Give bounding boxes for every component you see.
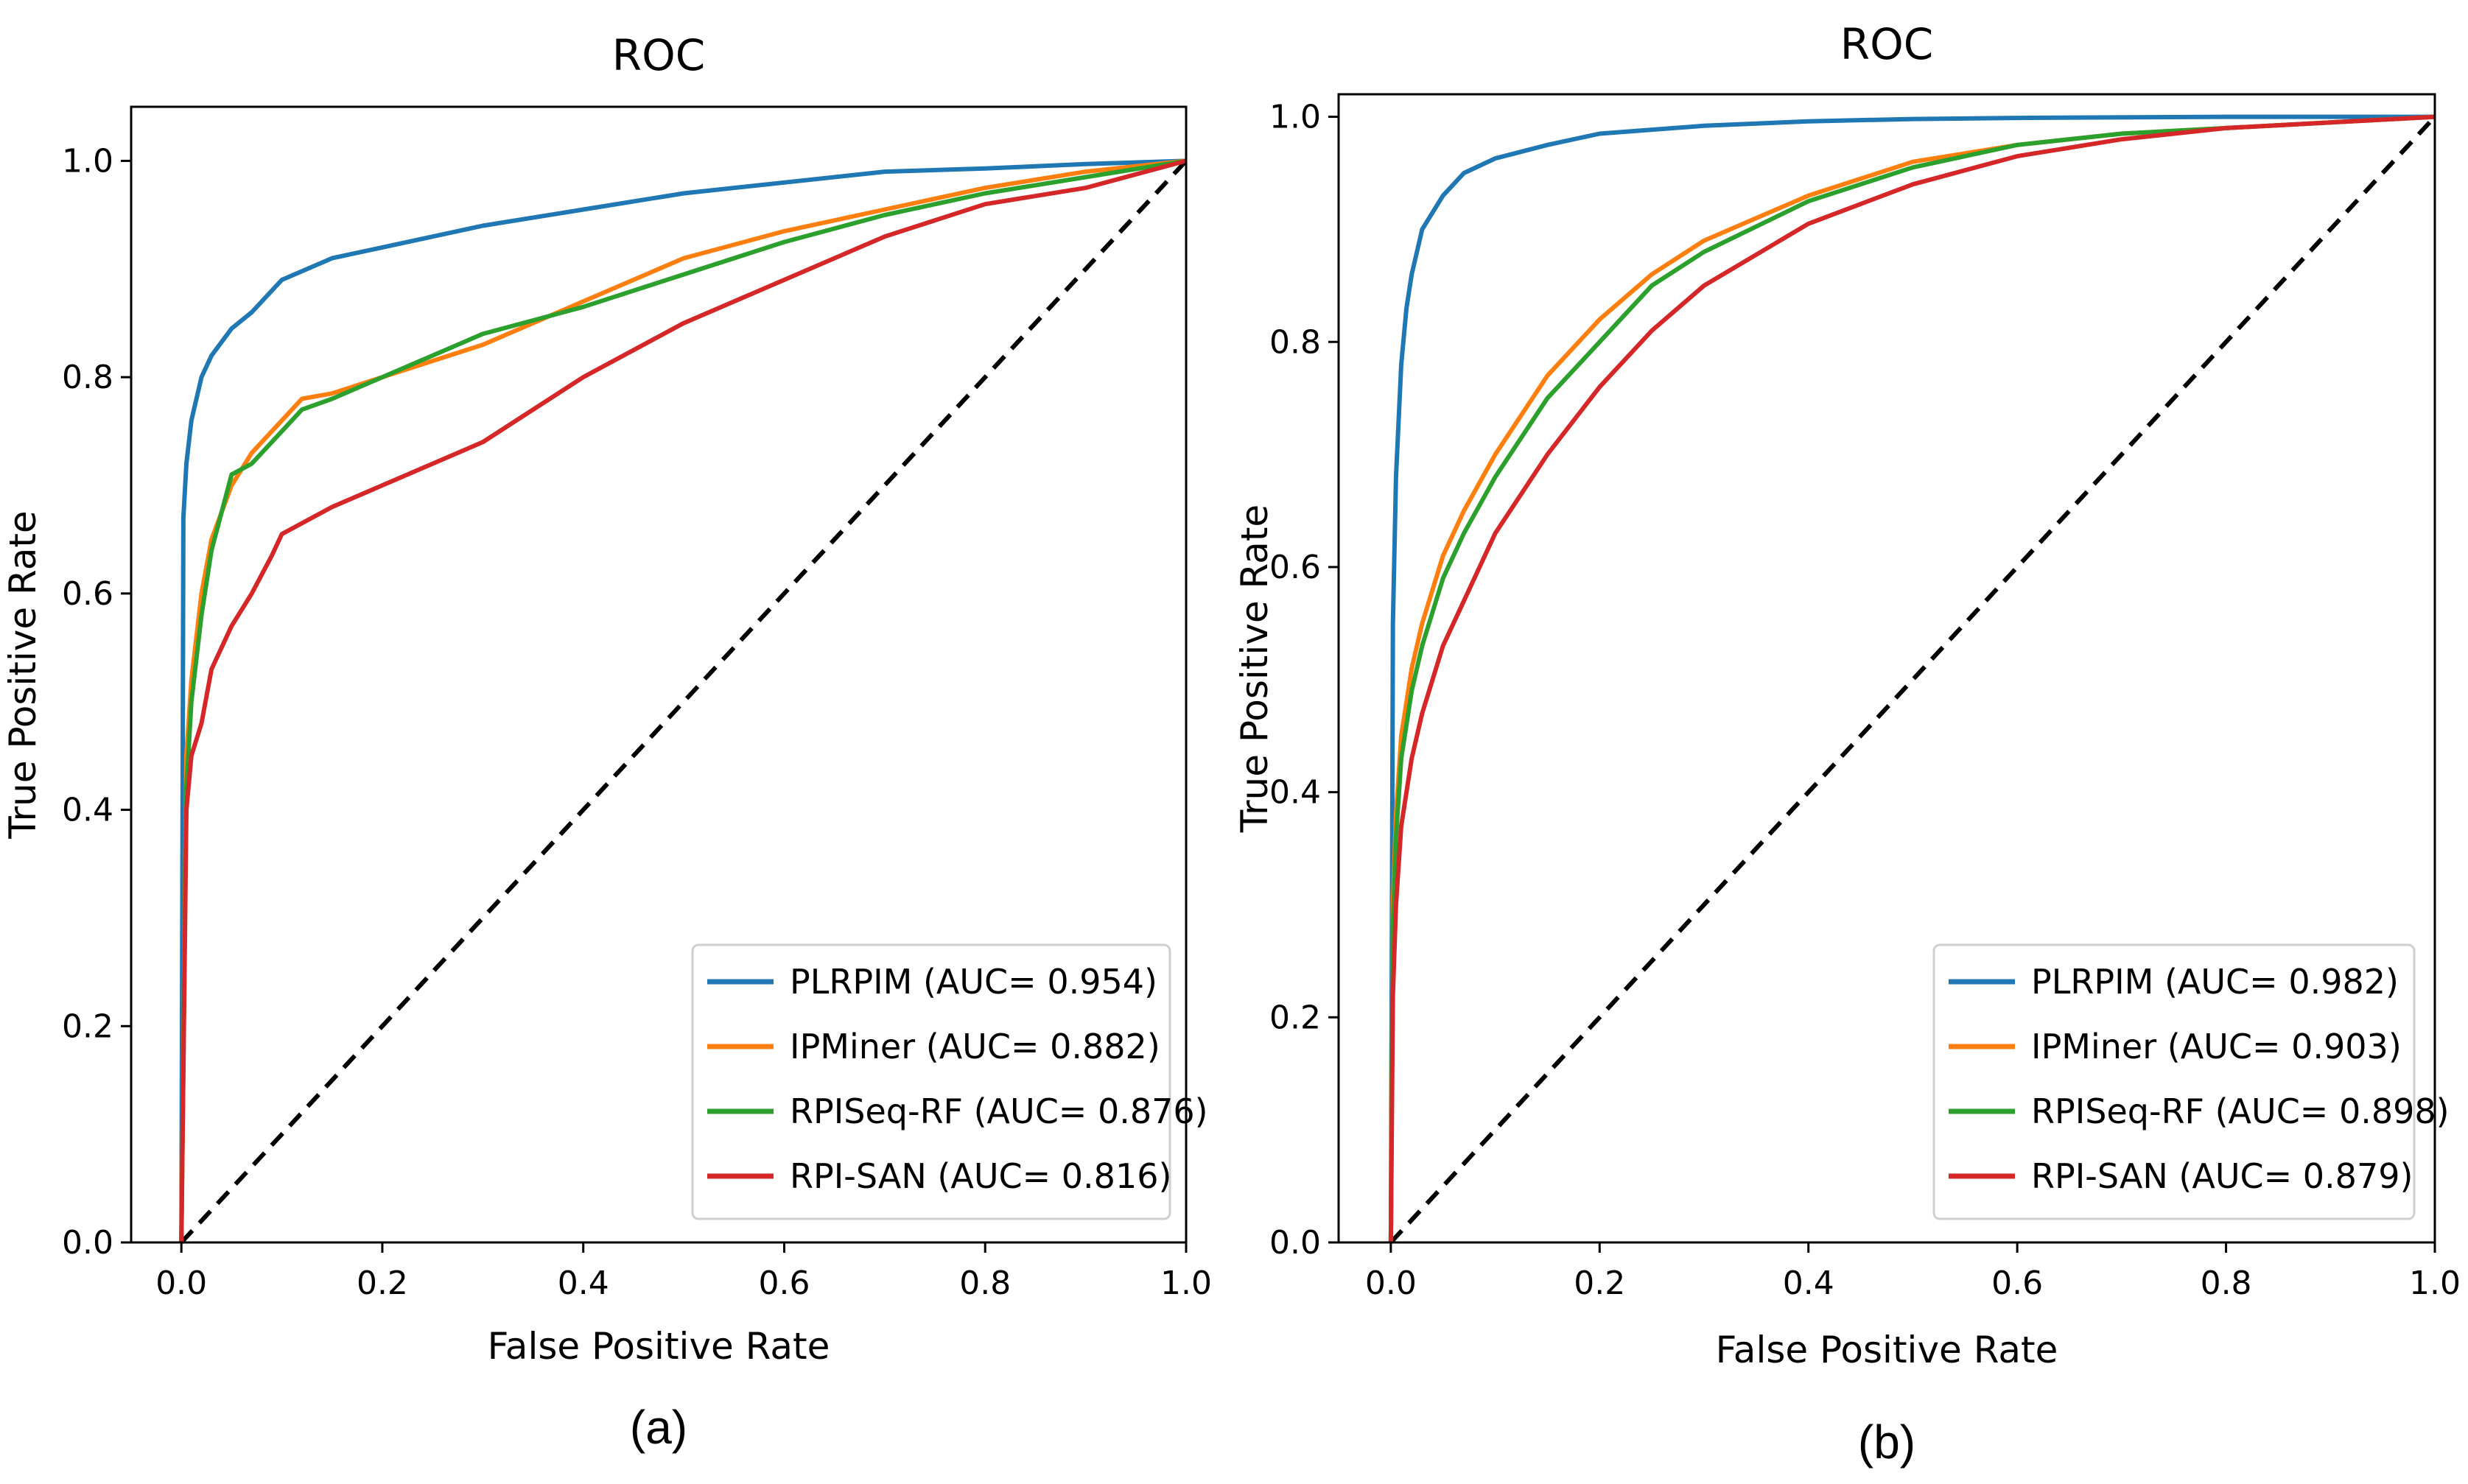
x-tick-label: 0.6	[758, 1265, 810, 1302]
legend-entry: PLRPIM (AUC= 0.954)	[790, 962, 1157, 1002]
y-axis-label: True Positive Rate	[1233, 504, 1276, 833]
roc-curve-rpi-san	[179, 158, 1187, 1243]
y-tick-label: 0.4	[1269, 774, 1321, 812]
legend-entry: RPISeq-RF (AUC= 0.876)	[790, 1091, 1208, 1131]
legend: PLRPIM (AUC= 0.982) IPMiner (AUC= 0.903) R…	[1932, 943, 2450, 1220]
legend-box	[1932, 943, 2416, 1220]
legend-box	[691, 943, 1171, 1220]
chance-diagonal-line	[179, 159, 1188, 1245]
chart-panel-b: 0.0 0.2 0.4 0.6 0.8 1.0 0.0 0.2 0.4 0.6 0.8 1.0 ROC F…	[1233, 19, 2461, 1469]
x-tick-label: 0.2	[1574, 1265, 1625, 1302]
y-tick-label: 0.2	[1269, 999, 1321, 1036]
roc-curve-rpiseq-rf	[1388, 114, 2436, 1243]
y-tick-label: 0.2	[62, 1007, 113, 1045]
y-tick-label: 1.0	[62, 142, 113, 180]
roc-curve-plrpim	[1388, 114, 2435, 1243]
x-tick-label: 0.8	[2201, 1265, 2252, 1302]
y-tick-label: 0.0	[1269, 1224, 1321, 1262]
roc-curve-plrpim	[179, 158, 1187, 1243]
x-tick-label: 0.4	[558, 1265, 609, 1302]
chance-diagonal-line	[1389, 115, 2437, 1245]
x-tick-label: 0.0	[155, 1265, 207, 1302]
legend-entry: IPMiner (AUC= 0.903)	[2031, 1027, 2402, 1066]
plot-frame	[1337, 93, 2436, 1244]
x-tick-label: 0.8	[959, 1265, 1011, 1302]
x-tick-label: 0.2	[357, 1265, 408, 1302]
legend-entry: IPMiner (AUC= 0.882)	[790, 1027, 1160, 1066]
chart-panel-a: 0.0 0.2 0.4 0.6 0.8 1.0 0.0 0.2 0.4 0.6 0.8 1.0 ROC F…	[1, 30, 1212, 1454]
x-tick-label: 0.4	[1783, 1265, 1834, 1302]
roc-curve-rpi-san	[1388, 114, 2436, 1243]
y-tick-label: 0.6	[1269, 549, 1321, 586]
x-axis-label: False Positive Rate	[488, 1325, 830, 1368]
roc-curve-ipminer	[179, 158, 1187, 1243]
legend-entry: PLRPIM (AUC= 0.982)	[2031, 962, 2399, 1002]
roc-curve-rpiseq-rf	[179, 158, 1187, 1243]
legend-entry: RPISeq-RF (AUC= 0.898)	[2031, 1091, 2450, 1131]
legend-entry: RPI-SAN (AUC= 0.879)	[2031, 1156, 2413, 1196]
y-tick-label: 1.0	[1269, 99, 1321, 136]
chart-title: ROC	[612, 30, 705, 80]
x-tick-label: 1.0	[2409, 1265, 2461, 1302]
y-tick-label: 0.6	[62, 575, 113, 613]
y-tick-label: 0.4	[62, 792, 113, 829]
x-axis-label: False Positive Rate	[1716, 1329, 2058, 1371]
x-tick-label: 0.6	[1991, 1265, 2043, 1302]
x-tick-label: 1.0	[1160, 1265, 1212, 1302]
y-tick-label: 0.8	[62, 359, 113, 396]
panel-caption: (a)	[630, 1401, 687, 1454]
legend-entry: RPI-SAN (AUC= 0.816)	[790, 1156, 1171, 1196]
x-tick-label: 0.0	[1365, 1265, 1417, 1302]
plot-frame	[130, 105, 1188, 1244]
legend: PLRPIM (AUC= 0.954) IPMiner (AUC= 0.882) R…	[691, 943, 1208, 1220]
chart-title: ROC	[1840, 19, 1933, 69]
y-tick-label: 0.8	[1269, 323, 1321, 361]
y-axis-label: True Positive Rate	[1, 510, 44, 839]
panel-caption: (b)	[1858, 1416, 1915, 1469]
y-tick-label: 0.0	[62, 1224, 113, 1262]
